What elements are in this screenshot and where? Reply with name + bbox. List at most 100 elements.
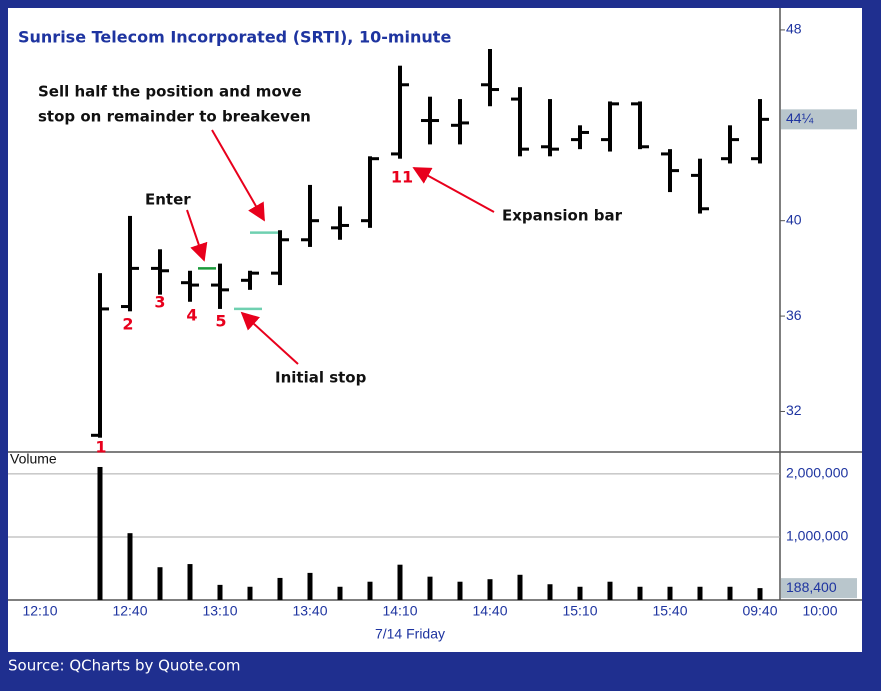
ohlc-open	[361, 219, 370, 223]
x-tick-label: 15:40	[652, 603, 687, 619]
volume-bar	[157, 567, 163, 600]
ohlc-open	[301, 238, 310, 242]
volume-bar	[577, 586, 583, 600]
ohlc-open	[331, 226, 340, 230]
volume-bar	[397, 564, 403, 600]
ohlc-open	[631, 102, 640, 106]
volume-bar	[187, 564, 193, 600]
ohlc-close	[430, 119, 439, 123]
ohlc-close	[580, 130, 589, 134]
ohlc-close	[370, 157, 379, 161]
ohlc-close	[520, 147, 529, 151]
volume-bar	[757, 588, 763, 600]
ohlc-open	[571, 138, 580, 142]
last-volume-label: 188,400	[786, 579, 837, 595]
ohlc-open	[391, 152, 400, 156]
ohlc-close	[550, 147, 559, 151]
ohlc-open	[151, 266, 160, 270]
ohlc-range	[398, 65, 402, 159]
ohlc-range	[728, 125, 732, 164]
x-tick-label: 14:10	[382, 603, 417, 619]
volume-bar	[97, 466, 103, 600]
ohlc-range	[308, 184, 312, 247]
volume-bar	[547, 584, 553, 600]
volume-tick-label: 2,000,000	[786, 465, 848, 481]
volume-bar	[427, 576, 433, 600]
y-tick-label: 40	[786, 211, 802, 227]
annotation: Expansion bar	[502, 207, 623, 225]
volume-bar	[607, 581, 613, 600]
x-tick-label: 10:00	[802, 603, 837, 619]
ohlc-range	[758, 99, 762, 164]
last-volume-box	[781, 578, 857, 599]
volume-tick-label: 1,000,000	[786, 528, 848, 544]
bar-number: 1	[95, 438, 106, 457]
ohlc-close	[640, 145, 649, 149]
volume-bar	[697, 586, 703, 600]
ohlc-close	[730, 138, 739, 142]
volume-bar	[637, 586, 643, 600]
ohlc-close	[250, 271, 259, 275]
x-tick-label: 14:40	[472, 603, 507, 619]
ohlc-close	[130, 266, 139, 270]
y-tick-label: 48	[786, 21, 802, 37]
annotation: Initial stop	[275, 369, 367, 387]
ohlc-close	[700, 207, 709, 211]
ohlc-range	[368, 156, 372, 228]
ohlc-range	[98, 273, 102, 438]
bar-number: 5	[215, 312, 226, 331]
ohlc-open	[421, 119, 430, 123]
last-price-box	[781, 109, 857, 130]
ohlc-close	[220, 288, 229, 292]
arrow	[412, 167, 495, 213]
x-axis-label: 7/14 Friday	[375, 626, 445, 642]
arrow	[211, 129, 265, 222]
bar-number: 2	[122, 315, 133, 334]
volume-bar	[337, 586, 343, 600]
volume-bar	[127, 533, 133, 600]
volume-bar	[667, 586, 673, 600]
volume-bar	[307, 572, 313, 600]
ohlc-open	[451, 123, 460, 127]
x-tick-label: 12:40	[112, 603, 147, 619]
ohlc-open	[241, 278, 250, 282]
ohlc-open	[121, 305, 130, 309]
ohlc-close	[280, 238, 289, 242]
ohlc-open	[511, 97, 520, 101]
y-tick-label: 32	[786, 402, 802, 418]
volume-bar	[247, 586, 253, 600]
ohlc-open	[691, 173, 700, 177]
ohlc-range	[638, 101, 642, 150]
annotation: Sell half the position and move	[38, 83, 302, 101]
volume-bar	[727, 586, 733, 600]
annotation: stop on remainder to breakeven	[38, 108, 311, 126]
ohlc-open	[211, 283, 220, 287]
volume-bar	[277, 577, 283, 600]
ohlc-open	[721, 157, 730, 161]
chart-title: Sunrise Telecom Incorporated (SRTI), 10-…	[18, 28, 451, 47]
x-tick-label: 13:10	[202, 603, 237, 619]
volume-bar	[367, 581, 373, 600]
ohlc-open	[601, 138, 610, 142]
ohlc-close	[190, 283, 199, 287]
ohlc-close	[160, 269, 169, 273]
ohlc-range	[578, 125, 582, 150]
arrow	[240, 311, 299, 365]
bar-number: 3	[154, 293, 165, 312]
volume-bar	[487, 579, 493, 600]
ohlc-range	[548, 99, 552, 157]
ohlc-close	[670, 169, 679, 173]
ohlc-range	[278, 230, 282, 286]
bar-number: 11	[391, 168, 413, 187]
annotation-arrows	[186, 129, 495, 365]
x-tick-label: 12:10	[22, 603, 57, 619]
annotation: Enter	[145, 191, 191, 209]
ohlc-close	[340, 223, 349, 227]
last-price-label: 44¼	[786, 110, 814, 126]
ohlc-range	[488, 49, 492, 107]
ohlc-close	[100, 307, 109, 311]
volume-bar	[217, 584, 223, 600]
ohlc-close	[460, 121, 469, 125]
y-tick-label: 36	[786, 307, 802, 323]
ohlc-range	[128, 215, 132, 312]
